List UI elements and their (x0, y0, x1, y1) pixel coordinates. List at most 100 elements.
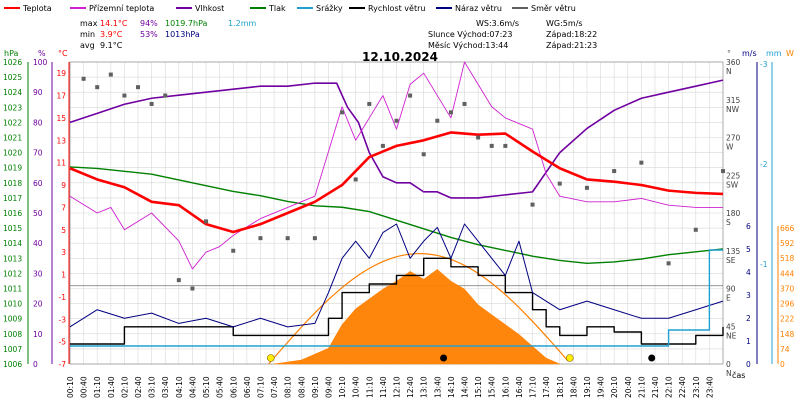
w-tick-label: 0 (780, 360, 785, 369)
dir-tick-compass: N (726, 369, 732, 378)
moonrise-marker (440, 354, 448, 362)
x-tick-label: 03:40 (161, 376, 170, 398)
x-tick-label: 13:40 (433, 376, 442, 398)
pct-tick-label: 40 (33, 239, 43, 248)
x-tick-label: 15:40 (488, 376, 497, 398)
wind-direction-point (435, 118, 440, 123)
stat-max-rain: 1.2mm (228, 19, 257, 28)
pct-tick-label: 50 (33, 209, 43, 218)
pct-tick-label: 70 (33, 149, 43, 158)
x-tick-label: 21:40 (651, 376, 660, 398)
hpa-tick-label: 1025 (3, 73, 22, 82)
wind-direction-point (204, 219, 209, 224)
pct-tick-label: 80 (33, 118, 43, 127)
legend-label: Směr větru (531, 4, 576, 13)
degc-tick-label: 3 (61, 248, 66, 257)
wind-direction-point (285, 236, 290, 241)
dir-tick-degree: 225 (726, 171, 741, 180)
stat-min-temp: 3.9°C (100, 30, 123, 39)
degc-tick-label: 1 (61, 271, 66, 280)
left-axes: 1026102510241023102210211020101910181017… (3, 58, 70, 369)
dir-tick-compass: N (726, 67, 732, 76)
x-tick-label: 14:10 (447, 376, 456, 398)
stat-avg-temp: 9.1°C (100, 41, 123, 50)
w-tick-label: 518 (780, 254, 795, 263)
wind-direction-point (462, 101, 467, 106)
hpa-tick-label: 1018 (3, 179, 22, 188)
x-tick-label: 09:40 (324, 376, 333, 398)
hpa-tick-label: 1012 (3, 269, 22, 278)
wind-direction-point (489, 143, 494, 148)
ms-tick-label: 1 (746, 337, 751, 346)
hpa-tick-label: 1021 (3, 134, 22, 143)
dir-tick-degree: 0 (726, 360, 731, 369)
x-tick-label: 19:10 (583, 376, 592, 398)
pct-tick-label: 60 (33, 179, 43, 188)
x-tick-label: 18:10 (556, 376, 565, 398)
stat-max-hum: 94% (140, 19, 158, 28)
wind-direction-point (231, 248, 236, 253)
stat-min-press: 1013hPa (165, 30, 200, 39)
dir-tick-degree: 90 (726, 285, 736, 294)
x-tick-label: 12:40 (406, 376, 415, 398)
w-tick-label: 592 (780, 239, 795, 248)
hpa-tick-label: 1026 (3, 58, 22, 67)
legend-label: Přízemní teplota (89, 4, 154, 13)
x-tick-label: 09:10 (311, 376, 320, 398)
x-tick-label: 11:40 (379, 376, 388, 398)
hpa-tick-label: 1013 (3, 254, 22, 263)
dir-tick-compass: E (726, 294, 731, 303)
unit-mm: mm (766, 49, 782, 58)
degc-tick-label: 15 (56, 114, 66, 123)
degc-tick-label: 11 (56, 159, 66, 168)
pct-tick-label: 30 (33, 269, 43, 278)
mm-tick-label: -3 (760, 60, 768, 69)
wind-direction-point (108, 72, 113, 77)
ms-tick-label: 3 (746, 291, 751, 300)
wind-direction-point (421, 152, 426, 157)
pct-tick-label: 20 (33, 300, 43, 309)
x-tick-label: 21:10 (637, 376, 646, 398)
hpa-tick-label: 1024 (3, 88, 22, 97)
x-tick-label: 02:10 (120, 376, 129, 398)
x-tick-label: 04:10 (175, 376, 184, 398)
x-tick-label: 16:40 (515, 376, 524, 398)
pressure-line (69, 166, 724, 265)
wind-sun-info: WS:3.6m/s WG:5m/s Slunce Východ:07:23 Zá… (428, 19, 597, 50)
x-tick-label: 02:40 (134, 376, 143, 398)
dir-tick-compass: SE (726, 256, 736, 265)
moonset-marker (648, 354, 656, 362)
wind-direction-point (394, 118, 399, 123)
wind-direction-series (81, 72, 725, 291)
sunrise-marker (266, 354, 275, 362)
x-tick-label: 08:40 (297, 376, 306, 398)
info-moon-set: Západ:21:23 (546, 41, 597, 50)
dir-tick-degree: 45 (726, 322, 736, 331)
wind-direction-point (380, 143, 385, 148)
hpa-tick-label: 1017 (3, 194, 22, 203)
hpa-tick-label: 1007 (3, 345, 22, 354)
mm-tick-label: -1 (760, 260, 768, 269)
wind-direction-point (584, 185, 589, 190)
x-tick-label: 20:10 (610, 376, 619, 398)
x-tick-label: 01:10 (93, 376, 102, 398)
wind-gust-line (69, 223, 724, 328)
solar-series (268, 253, 569, 365)
unit-hpa: hPa (4, 49, 19, 58)
wind-direction-point (639, 160, 644, 165)
degc-tick-label: 17 (56, 92, 66, 101)
x-tick-label: 00:10 (66, 376, 75, 398)
wind-direction-point (612, 169, 617, 174)
wind-direction-point (557, 181, 562, 186)
wind-direction-point (258, 236, 263, 241)
wind-direction-point (95, 85, 100, 90)
hpa-tick-label: 1006 (3, 360, 22, 369)
unit-degc: °C (58, 49, 68, 58)
x-tick-label: 00:40 (80, 376, 89, 398)
x-tick-label: 17:40 (542, 376, 551, 398)
wind-direction-point (530, 202, 535, 207)
legend-label: Tlak (268, 4, 286, 13)
rain-line (70, 249, 723, 347)
dir-tick-degree: 360 (726, 58, 741, 67)
ms-tick-label: 2 (746, 314, 751, 323)
